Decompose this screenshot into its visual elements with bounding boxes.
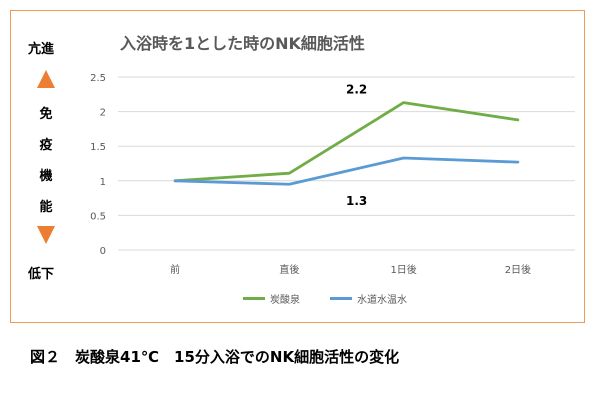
data-label: 2.2 bbox=[346, 83, 367, 97]
y-tick-label: 2.5 bbox=[90, 73, 106, 84]
legend-item: 水道水温水 bbox=[330, 291, 407, 306]
series-line-1 bbox=[173, 101, 520, 183]
y-tick-label: 2 bbox=[100, 108, 106, 119]
x-tick-label: 1日後 bbox=[390, 263, 416, 276]
chart-frame bbox=[10, 10, 585, 323]
figure-caption: 図２ 炭酸泉41℃ 15分入浴でのNK細胞活性の変化 bbox=[30, 348, 400, 366]
x-tick-label: 前 bbox=[170, 263, 180, 276]
legend-swatch bbox=[330, 297, 352, 300]
side-label-char: 疫 bbox=[39, 138, 53, 153]
side-label-char: 免 bbox=[39, 107, 53, 122]
y-tick-label: 1 bbox=[100, 177, 106, 188]
legend-label: 炭酸泉 bbox=[270, 295, 300, 306]
chart-title: 入浴時を1とした時のNK細胞活性 bbox=[120, 34, 365, 53]
x-tick-label: 直後 bbox=[279, 263, 299, 276]
y-tick-label: 0 bbox=[100, 246, 106, 257]
up-arrow-icon bbox=[37, 70, 55, 88]
side-label-increase: 亢進 bbox=[27, 42, 54, 57]
y-tick-label: 1.5 bbox=[90, 142, 106, 153]
legend-swatch bbox=[243, 297, 265, 300]
side-label-decrease: 低下 bbox=[27, 267, 54, 282]
down-arrow-icon bbox=[37, 226, 55, 244]
series-line-2 bbox=[173, 156, 520, 186]
legend-item: 炭酸泉 bbox=[243, 291, 300, 306]
side-label-char: 能 bbox=[39, 200, 53, 215]
legend-label: 水道水温水 bbox=[357, 295, 407, 306]
x-tick-label: 2日後 bbox=[505, 263, 531, 276]
data-label: 1.3 bbox=[346, 194, 367, 208]
y-tick-label: 0.5 bbox=[90, 211, 106, 222]
side-label-char: 機 bbox=[39, 169, 53, 184]
